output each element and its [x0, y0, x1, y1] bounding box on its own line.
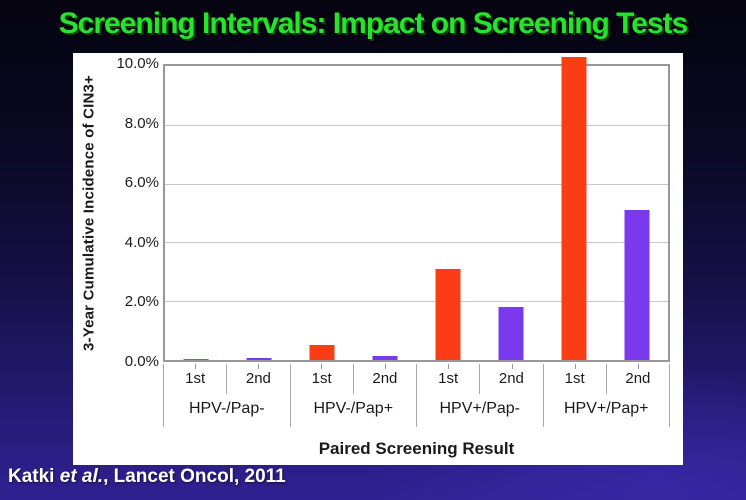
bar-2nd-HPV+/Pap- — [498, 307, 524, 360]
citation: Katki et al., Lancet Oncol, 2011 — [8, 466, 286, 488]
x-group-label: HPV-/Pap- — [188, 400, 265, 417]
x-axis-tick — [511, 364, 513, 369]
citation-suffix: , Lancet Oncol, 2011 — [103, 466, 286, 487]
x-axis-title: Paired Screening Result — [318, 439, 515, 458]
x-axis-tick — [194, 364, 196, 369]
x-sublabel: 2nd — [605, 364, 669, 394]
x-axis-tick — [384, 364, 386, 369]
gridlines — [165, 66, 668, 360]
bars — [165, 57, 668, 360]
x-group-label: HPV+/Pap- — [416, 394, 543, 427]
x-group-label: HPV+/Pap+ — [542, 394, 670, 427]
x-axis-tick — [574, 364, 576, 369]
plot-area — [163, 57, 670, 362]
x-group-label: HPV-/Pap+ — [289, 394, 417, 427]
x-axis-group-row: HPV-/Pap- HPV-/Pap+ HPV+/Pap- HPV+/Pap+ — [163, 394, 670, 427]
gridline — [165, 183, 668, 185]
x-axis-tick — [321, 364, 323, 369]
x-axis-sublabel-row: 1st 2nd 1st 2nd 1st 2nd 1st 2nd — [163, 364, 670, 394]
gridline — [165, 124, 668, 126]
x-sublabel: 2nd — [352, 364, 416, 394]
y-tick-label: 10.0% — [116, 55, 159, 72]
x-sublabel: 2nd — [226, 364, 289, 394]
bar-2nd-HPV-/Pap+ — [372, 355, 398, 360]
y-tick-label: 4.0% — [124, 233, 159, 251]
x-axis-tick — [638, 364, 640, 369]
bar-2nd-HPV+/Pap+ — [624, 210, 650, 360]
bar-1st-HPV+/Pap- — [435, 268, 461, 360]
y-tick-label: 6.0% — [124, 174, 159, 192]
bar-1st-HPV-/Pap- — [183, 358, 209, 360]
y-tick-label: 2.0% — [124, 293, 159, 311]
x-sublabel: 2nd — [479, 364, 542, 394]
citation-italic: et al. — [59, 466, 104, 487]
slide-title: Screening Intervals: Impact on Screening… — [58, 7, 689, 40]
x-axis-tick — [258, 364, 260, 369]
bar-1st-HPV+/Pap+ — [561, 57, 587, 360]
y-tick-label: 0.0% — [124, 353, 159, 370]
x-sublabel: 1st — [416, 364, 479, 394]
x-axis-tick — [448, 364, 450, 369]
x-sublabel: 1st — [289, 364, 353, 394]
gridline — [165, 242, 668, 244]
bar-2nd-HPV-/Pap- — [246, 357, 272, 360]
gridline — [165, 301, 668, 303]
bar-1st-HPV-/Pap+ — [309, 345, 335, 360]
x-sublabel: 1st — [542, 364, 606, 394]
x-axis-ticks — [163, 364, 670, 369]
y-axis-title: 3-Year Cumulative Incidence of CIN3+ — [80, 74, 98, 352]
x-sublabel: 1st — [185, 370, 206, 387]
citation-prefix: Katki — [8, 466, 60, 487]
y-tick-label: 8.0% — [124, 114, 159, 132]
chart-panel: 3-Year Cumulative Incidence of CIN3+ 10.… — [73, 53, 683, 465]
